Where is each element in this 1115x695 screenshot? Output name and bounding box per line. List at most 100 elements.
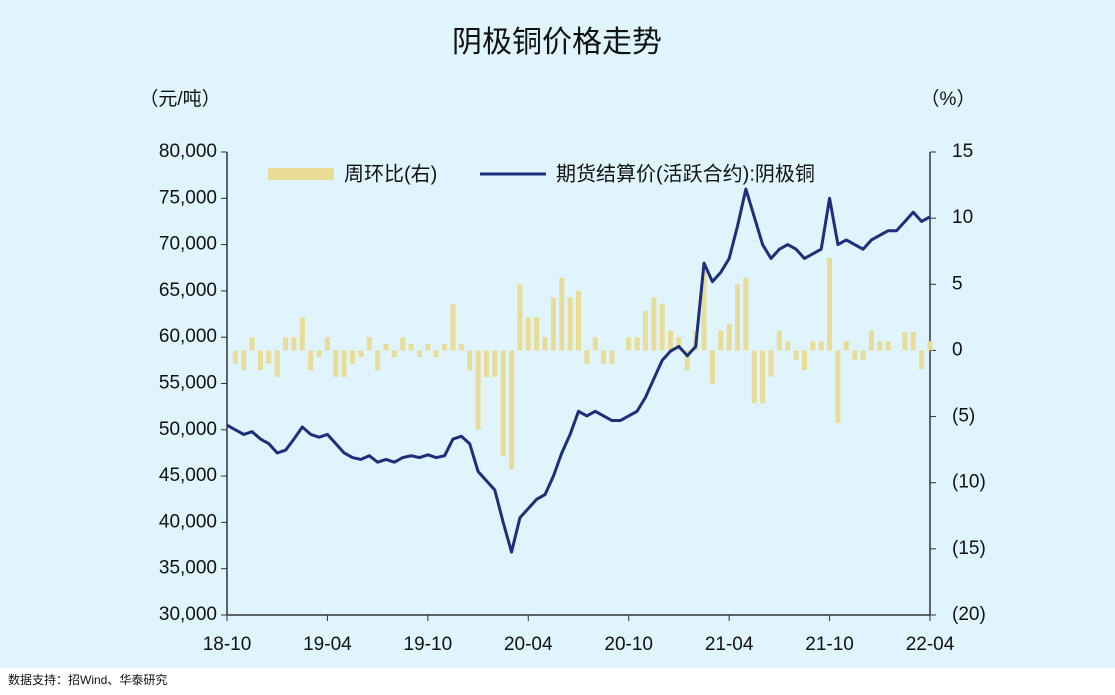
bar [408, 343, 414, 351]
bar [517, 284, 523, 351]
bar [827, 257, 833, 351]
x-tick-label: 20-10 [604, 634, 653, 655]
bar [458, 343, 464, 351]
bar [525, 317, 531, 351]
bar [308, 350, 314, 371]
bar [241, 350, 247, 371]
y-axis-unit: （元/吨） [139, 88, 220, 110]
x-tick-label: 22-04 [906, 634, 955, 655]
bar [567, 297, 573, 351]
bar [843, 341, 849, 351]
y2-tick-label: 10 [952, 207, 973, 228]
bar [676, 337, 682, 351]
bar [266, 350, 272, 364]
bar [885, 341, 891, 351]
bar [927, 341, 933, 351]
bar [902, 331, 908, 351]
bar [634, 337, 640, 351]
y-tick-label: 30,000 [159, 604, 217, 625]
bar [592, 337, 598, 351]
x-tick-label: 21-10 [805, 634, 854, 655]
y2-tick-label: 15 [952, 141, 973, 162]
bar [709, 350, 715, 384]
bar [651, 297, 657, 351]
bar [818, 341, 824, 351]
bar [425, 343, 431, 351]
bar [492, 350, 498, 377]
bar [299, 317, 305, 351]
bar [442, 343, 448, 351]
bar [860, 350, 866, 360]
bar [383, 343, 389, 351]
bar [475, 350, 481, 430]
chart-title: 阴极铜价格走势 [452, 26, 662, 59]
bar [910, 331, 916, 351]
bar [601, 350, 607, 364]
bar [810, 341, 816, 351]
bar [291, 337, 297, 351]
y2-tick-label: (10) [952, 472, 986, 493]
y-tick-label: 70,000 [159, 234, 217, 255]
bar [257, 350, 263, 371]
x-tick-label: 21-04 [705, 634, 754, 655]
bar [324, 337, 330, 351]
bar [232, 350, 238, 364]
bar [668, 330, 674, 351]
bar [768, 350, 774, 377]
bar [500, 350, 506, 457]
bar [483, 350, 489, 377]
bar [793, 350, 799, 360]
bar [550, 297, 556, 351]
bar [433, 350, 439, 358]
y2-tick-label: (20) [952, 604, 986, 625]
legend-label: 期货结算价(活跃合约):阴极铜 [556, 162, 815, 185]
bar [534, 317, 540, 351]
y-tick-label: 55,000 [159, 373, 217, 394]
bar [701, 271, 707, 351]
bar [743, 277, 749, 351]
y2-tick-label: 5 [952, 273, 963, 294]
bar [576, 290, 581, 351]
bar [785, 341, 791, 351]
bar [391, 350, 397, 358]
bar [801, 350, 807, 371]
y-tick-label: 65,000 [159, 280, 217, 301]
chart-background [0, 0, 1115, 668]
bar [919, 350, 925, 369]
bar [542, 337, 548, 351]
y2-axis-unit: （%） [921, 88, 976, 110]
y2-tick-label: (5) [952, 406, 975, 427]
bar [559, 277, 565, 351]
price-line [226, 187, 931, 554]
x-tick-label: 18-10 [203, 634, 252, 655]
bar [609, 350, 615, 364]
x-tick-label: 19-04 [303, 634, 352, 655]
bar [735, 284, 741, 351]
bar [868, 330, 874, 351]
bar [375, 350, 381, 371]
bar [416, 350, 422, 358]
bar [283, 337, 289, 351]
bar [718, 330, 724, 351]
bar [366, 337, 372, 351]
bar [358, 350, 364, 358]
y2-tick-label: (15) [952, 538, 986, 559]
bar [316, 350, 322, 358]
y-tick-label: 60,000 [159, 326, 217, 347]
bar [852, 350, 858, 360]
legend-label: 周环比(右) [344, 162, 437, 185]
bar [350, 350, 356, 364]
x-tick-label: 19-10 [404, 634, 453, 655]
bar [467, 350, 473, 371]
bar [760, 350, 766, 404]
bar [274, 350, 280, 377]
bar [450, 304, 456, 351]
bar [726, 323, 732, 351]
bar [776, 330, 782, 351]
bar [333, 350, 339, 377]
y-tick-label: 80,000 [159, 141, 217, 162]
x-tick-label: 20-04 [504, 634, 553, 655]
bar [249, 337, 255, 351]
bar [751, 350, 757, 404]
